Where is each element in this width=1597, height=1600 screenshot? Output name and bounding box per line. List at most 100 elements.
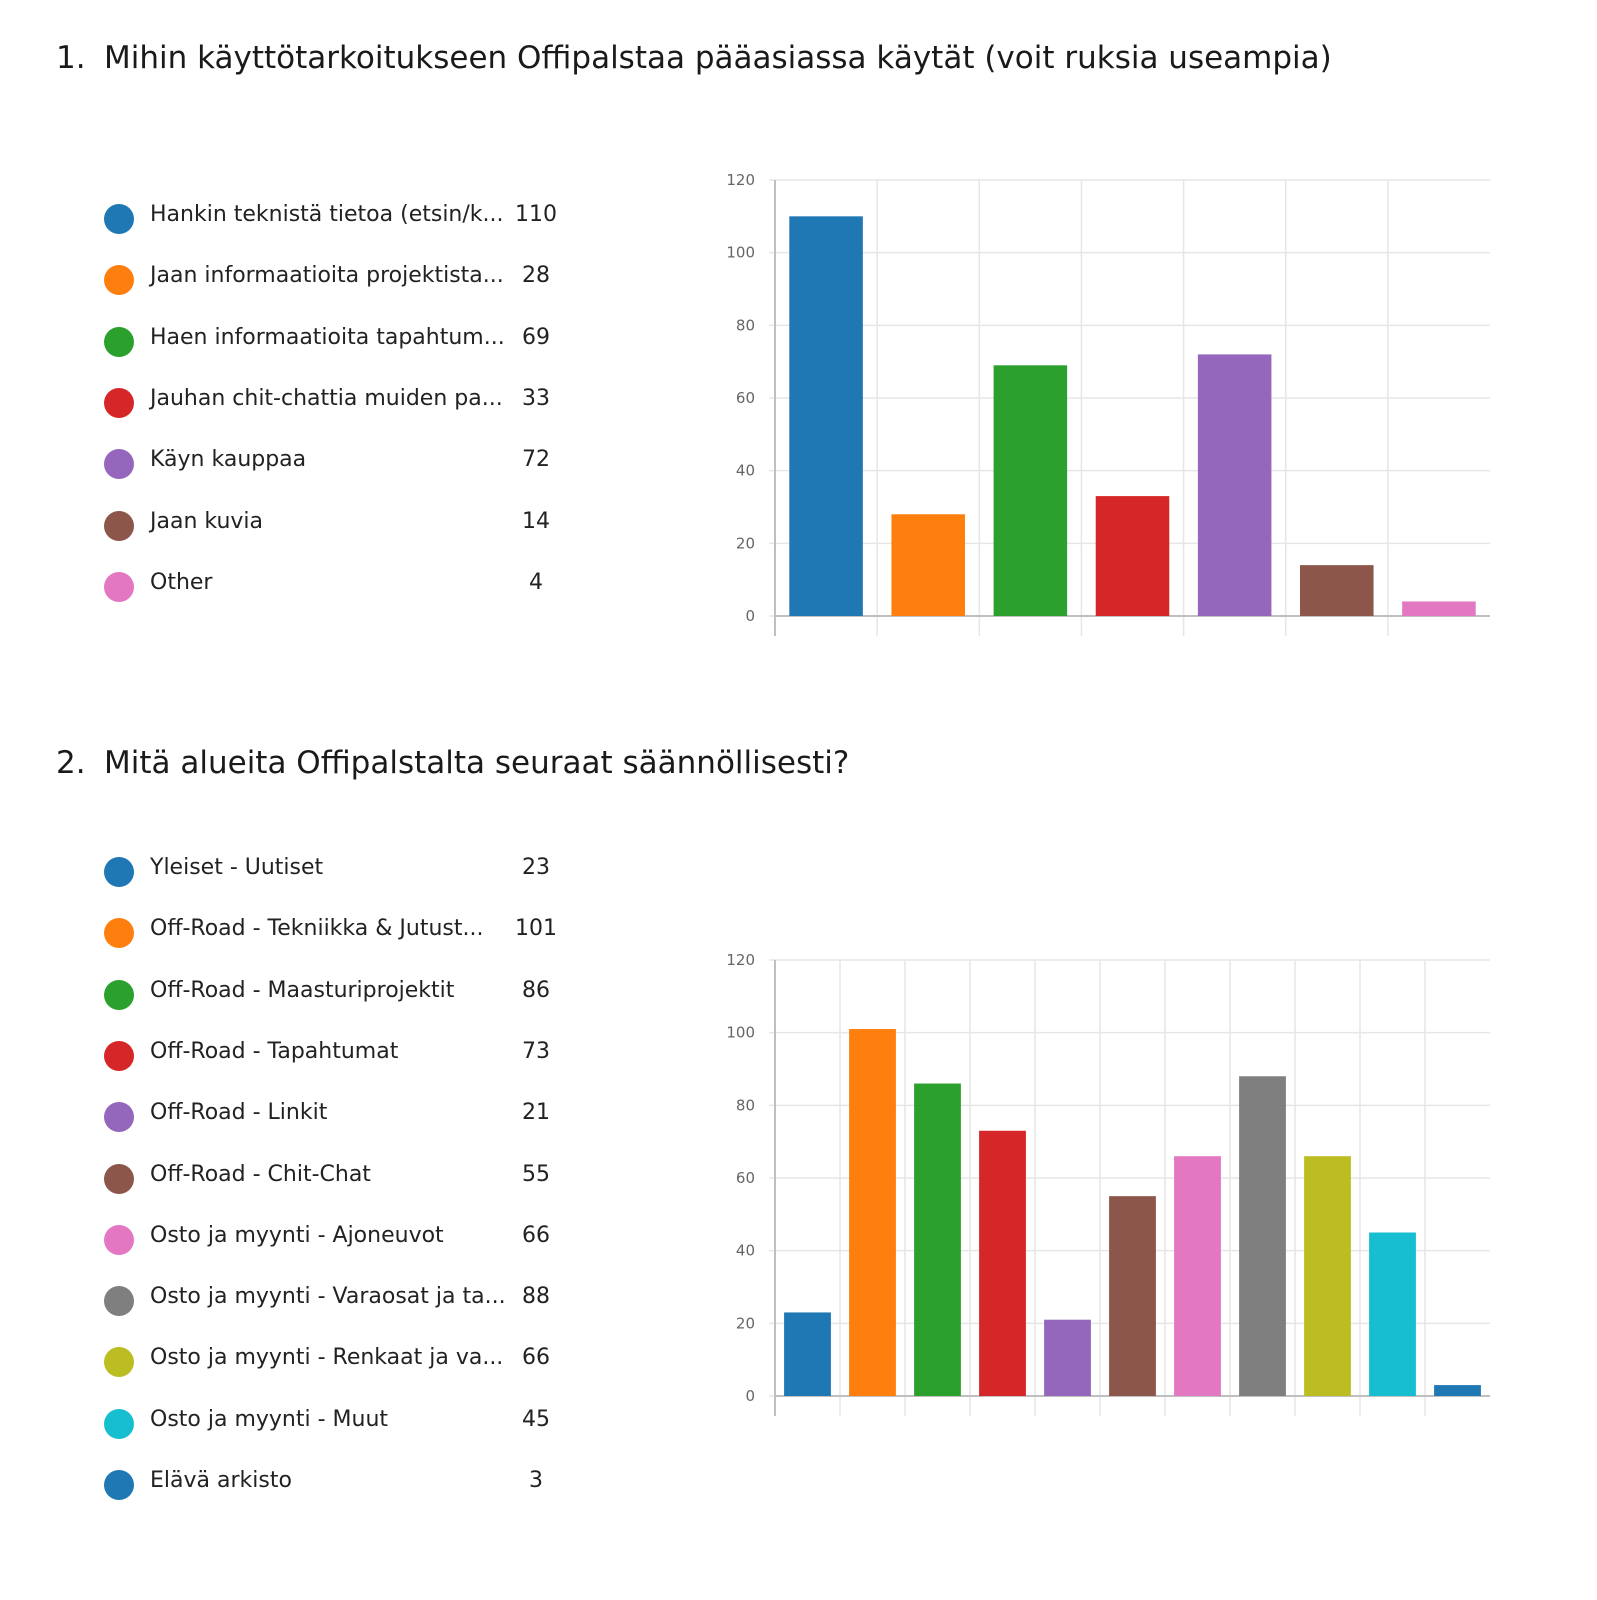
legend-count: 110 [515, 202, 557, 227]
y-tick-label: 20 [736, 534, 755, 552]
y-tick-label: 60 [736, 1169, 755, 1187]
question-title: 2. Mitä alueita Offipalstalta seuraat sää… [56, 745, 849, 781]
bar [1369, 1232, 1416, 1396]
bar [1174, 1156, 1221, 1396]
legend-item: Other 4 [104, 568, 574, 604]
y-tick-label: 80 [736, 316, 755, 334]
legend-item: Haen informaatioita tapahtum... 69 [104, 323, 574, 359]
legend-item: Elävä arkisto 3 [104, 1466, 574, 1502]
bar-chart: 0 20 40 60 80 100 120 [726, 951, 1490, 1416]
legend-count: 55 [522, 1161, 550, 1187]
legend-label: Off-Road - Maasturiprojektit [150, 977, 455, 1003]
legend-label: Haen informaatioita tapahtum... [150, 324, 505, 350]
legend-count: 4 [529, 569, 543, 595]
legend-item: Off-Road - Tekniikka & Jutust... 101 [104, 914, 574, 950]
y-tick-label: 120 [726, 171, 755, 189]
y-tick-label: 120 [726, 951, 755, 969]
legend-color-dot [104, 1224, 134, 1255]
legend-label: Käyn kauppaa [150, 447, 307, 473]
y-tick-label: 0 [745, 607, 755, 625]
legend-color-dot [104, 449, 134, 480]
y-tick-label: 60 [736, 389, 755, 407]
legend-count: 21 [522, 1100, 550, 1126]
legend-item: Käyn kauppaa 72 [104, 445, 574, 481]
bar [1402, 601, 1476, 616]
legend-item: Osto ja myynti - Varaosat ja ta... 88 [104, 1282, 574, 1318]
legend-label: Other [150, 569, 213, 595]
legend-count: 23 [522, 855, 550, 880]
legend-color-dot [104, 571, 134, 602]
legend-color-dot [104, 1470, 134, 1500]
bar [1044, 1319, 1091, 1396]
legend-color-dot [104, 1286, 134, 1317]
bar-chart: 0 20 40 60 80 100 120 [726, 171, 1490, 636]
legend-label: Off-Road - Linkit [150, 1100, 328, 1126]
legend-item: Osto ja myynti - Muut 45 [104, 1405, 574, 1441]
legend-count: 3 [529, 1468, 543, 1493]
question-number: 1. [56, 40, 86, 76]
legend-item: Off-Road - Maasturiprojektit 86 [104, 976, 574, 1012]
legend-color-dot [104, 510, 134, 541]
legend-label: Jaan informaatioita projektista... [150, 263, 504, 289]
bar [1300, 565, 1374, 616]
legend-color-dot [104, 1408, 134, 1439]
legend-color-dot [104, 387, 134, 418]
legend-color-dot [104, 1040, 134, 1071]
legend-count: 72 [522, 447, 550, 473]
y-tick-label: 40 [736, 462, 755, 480]
legend-color-dot [104, 979, 134, 1010]
legend-color-dot [104, 857, 134, 887]
legend-item: Osto ja myynti - Renkaat ja va... 66 [104, 1343, 574, 1379]
legend-label: Jauhan chit-chattia muiden pa... [150, 385, 503, 411]
legend-color-dot [104, 1347, 134, 1378]
question-text: Mihin käyttötarkoitukseen Offipalstaa pä… [104, 40, 1332, 76]
legend-item: Off-Road - Linkit 21 [104, 1098, 574, 1134]
legend-count: 66 [522, 1345, 550, 1371]
legend-label: Osto ja myynti - Muut [150, 1406, 389, 1432]
legend-count: 66 [522, 1222, 550, 1248]
legend-label: Osto ja myynti - Ajoneuvot [150, 1222, 444, 1248]
y-tick-label: 100 [726, 1024, 755, 1042]
bar [979, 1130, 1026, 1396]
legend-item: Jaan informaatioita projektista... 28 [104, 261, 574, 297]
legend-color-dot [104, 326, 134, 357]
y-tick-label: 20 [736, 1314, 755, 1332]
legend-count: 88 [522, 1284, 550, 1310]
legend-color-dot [104, 1163, 134, 1194]
legend-count: 45 [522, 1406, 550, 1432]
legend-count: 69 [522, 324, 550, 350]
legend-item: Yleiset - Uutiset 23 [104, 853, 574, 889]
question-2: 2. Mitä alueita Offipalstalta seuraat sää… [0, 700, 1597, 1600]
question-title: 1. Mihin käyttötarkoitukseen Offipalstaa … [56, 40, 1332, 76]
bar [993, 365, 1068, 616]
legend-item: Osto ja myynti - Ajoneuvot 66 [104, 1221, 574, 1257]
legend-item: Off-Road - Chit-Chat 55 [104, 1160, 574, 1196]
legend-count: 101 [515, 916, 557, 942]
legend-label: Off-Road - Tekniikka & Jutust... [150, 916, 484, 942]
legend-label: Hankin teknistä tietoa (etsin/k... [150, 202, 504, 227]
legend-label: Osto ja myynti - Varaosat ja ta... [150, 1284, 506, 1310]
legend-item: Jaan kuvia 14 [104, 507, 574, 543]
bar [891, 514, 965, 616]
legend-label: Elävä arkisto [150, 1468, 292, 1493]
legend-color-dot [104, 204, 134, 234]
legend-count: 86 [522, 977, 550, 1003]
bar [1109, 1196, 1156, 1396]
legend-label: Off-Road - Chit-Chat [150, 1161, 371, 1187]
y-tick-label: 80 [736, 1096, 755, 1114]
legend-color-dot [104, 1102, 134, 1133]
bar [789, 216, 863, 617]
bar [1095, 496, 1170, 616]
legend-item: Jauhan chit-chattia muiden pa... 33 [104, 384, 574, 420]
legend-label: Jaan kuvia [150, 508, 264, 534]
bar [784, 1312, 831, 1396]
legend-count: 14 [522, 508, 550, 534]
bar [849, 1029, 896, 1396]
legend-count: 33 [522, 385, 550, 411]
question-text: Mitä alueita Offipalstalta seuraat säänn… [104, 745, 850, 781]
legend-label: Yleiset - Uutiset [150, 855, 324, 880]
legend-label: Osto ja myynti - Renkaat ja va... [150, 1345, 504, 1371]
legend-item: Off-Road - Tapahtumat 73 [104, 1037, 574, 1073]
y-tick-label: 0 [745, 1387, 755, 1405]
y-tick-label: 40 [736, 1242, 755, 1260]
